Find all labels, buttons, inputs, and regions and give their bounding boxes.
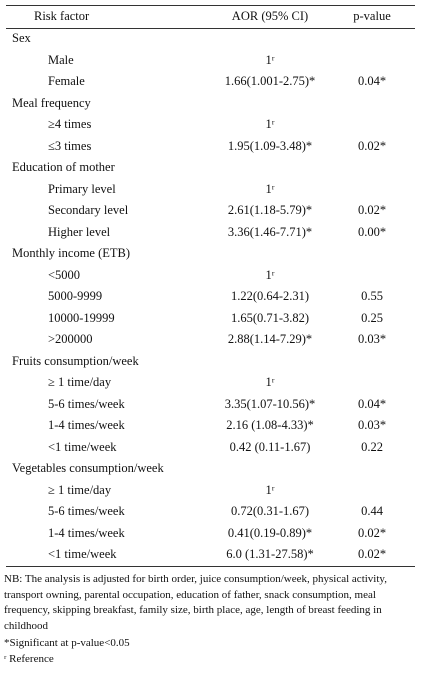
aor-value: 2.16 (1.08-4.33)*: [226, 418, 314, 432]
group-label: Fruits consumption/week: [12, 353, 139, 368]
risk-factor: <1 time/week: [48, 439, 117, 454]
column-header: AOR (95% CI): [231, 9, 309, 23]
bottom-rule: [6, 566, 415, 567]
risk-factor: ≥ 1 time/day: [48, 375, 112, 389]
group-label: Monthly income (ETB): [12, 246, 131, 260]
column-header: p-value: [353, 9, 391, 23]
aor-value: 1ʳ: [265, 52, 275, 67]
top-rule: [6, 5, 415, 6]
note: ʳ Reference: [4, 652, 54, 665]
aor-value: 3.35(1.07-10.56)*: [224, 396, 316, 411]
risk-factor: >200000: [48, 332, 93, 346]
risk-factor: <1 time/week: [48, 547, 117, 561]
risk-factor: 5-6 times/week: [48, 396, 125, 411]
note: NB: The analysis is adjusted for birth o…: [4, 573, 387, 632]
p-value: 0.03*: [357, 418, 387, 432]
aor-value: 1ʳ: [265, 375, 275, 389]
p-value: 0.00*: [357, 224, 387, 239]
risk-factor: ≥ 1 time/day: [48, 482, 112, 497]
risk-factor: Secondary level: [48, 203, 129, 217]
risk-factor: ≥4 times: [48, 117, 92, 131]
p-value: 0.44: [361, 504, 383, 518]
header-rule: [6, 28, 415, 29]
note: *Significant at p-value<0.05: [4, 637, 130, 649]
risk-factor: Male: [48, 52, 74, 67]
risk-factor: ≤3 times: [48, 138, 92, 153]
risk-factor: Primary level: [48, 181, 116, 196]
p-value: 0.55: [361, 289, 383, 303]
aor-value: 1.22(0.64-2.31): [230, 289, 310, 303]
p-value: 0.02*: [357, 547, 387, 561]
p-value: 0.04*: [357, 396, 387, 411]
p-value: 0.03*: [357, 332, 387, 346]
aor-value: 1ʳ: [265, 267, 275, 282]
column-header: Risk factor: [34, 9, 90, 23]
p-value: 0.02*: [357, 525, 387, 540]
p-value: 0.04*: [357, 74, 387, 88]
group-label: Sex: [12, 31, 31, 45]
group-label: Education of mother: [12, 160, 115, 174]
aor-value: 1.66(1.001-2.75)*: [224, 74, 316, 88]
risk-factor: 5-6 times/week: [48, 504, 125, 518]
aor-value: 1.65(0.71-3.82): [230, 310, 310, 325]
notes: NB: The analysis is adjusted for birth o…: [4, 572, 418, 667]
aor-value: 3.36(1.46-7.71)*: [227, 224, 313, 239]
aor-value: 1.95(1.09-3.48)*: [227, 138, 313, 153]
risk-factor: 5000-9999: [48, 289, 103, 303]
aor-value: 1ʳ: [265, 117, 275, 131]
group-label: Vegetables consumption/week: [12, 461, 164, 475]
aor-value: 1ʳ: [265, 482, 275, 497]
aor-value: 0.41(0.19-0.89)*: [227, 525, 313, 540]
risk-factor: Higher level: [48, 224, 111, 239]
p-value: 0.02*: [357, 203, 387, 217]
risk-factor: Female: [48, 74, 85, 88]
risk-factor: 1-4 times/week: [48, 525, 125, 540]
aor-value: 0.42 (0.11-1.67): [229, 439, 311, 454]
p-value: 0.22: [361, 439, 383, 454]
risk-factor: <5000: [48, 267, 81, 282]
risk-factor: 1-4 times/week: [48, 418, 125, 432]
aor-value: 2.61(1.18-5.79)*: [227, 203, 313, 217]
aor-value: 2.88(1.14-7.29)*: [227, 332, 313, 346]
p-value: 0.25: [361, 310, 383, 325]
risk-factor: 10000-19999: [48, 310, 115, 325]
aor-value: 6.0 (1.31-27.58)*: [226, 547, 314, 561]
p-value: 0.02*: [357, 138, 387, 153]
aor-value: 1ʳ: [265, 181, 275, 196]
group-label: Meal frequency: [12, 95, 91, 110]
aor-value: 0.72(0.31-1.67): [230, 504, 310, 518]
